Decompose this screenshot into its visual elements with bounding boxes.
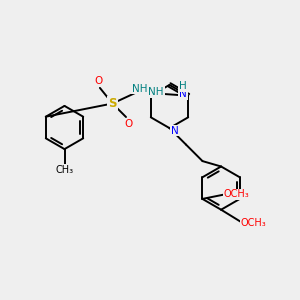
Text: CH₃: CH₃ (56, 165, 74, 175)
Text: NH: NH (148, 87, 164, 97)
Text: N: N (171, 125, 179, 136)
Text: H: H (179, 81, 187, 91)
Text: O: O (124, 118, 133, 129)
Text: NH: NH (132, 83, 147, 94)
Text: S: S (108, 97, 117, 110)
Text: N: N (179, 89, 187, 99)
Text: OCH₃: OCH₃ (240, 218, 266, 228)
Text: O: O (94, 76, 103, 86)
Text: OCH₃: OCH₃ (224, 189, 249, 200)
